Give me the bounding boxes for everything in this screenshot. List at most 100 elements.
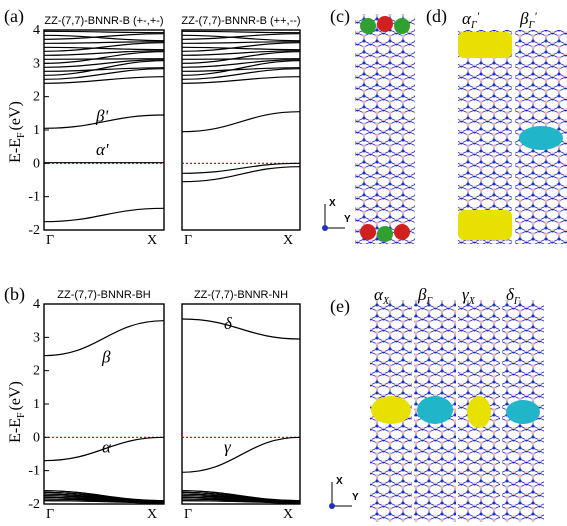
y-tick-label: -2 bbox=[28, 223, 40, 238]
band-curve-dense bbox=[43, 33, 165, 40]
band-curve-dense bbox=[181, 68, 301, 80]
band-annotation: γ bbox=[224, 437, 232, 456]
y-tick-label: 2 bbox=[33, 90, 40, 105]
y-tick-label: 3 bbox=[33, 330, 40, 345]
ribbon-c bbox=[355, 14, 415, 244]
band-curve bbox=[43, 320, 165, 357]
band-curve-dense bbox=[43, 59, 165, 68]
plot-title: ZZ-(7,7)-BNNR-B (+-,+-) bbox=[44, 15, 163, 27]
label-alpha-x: αX bbox=[374, 285, 390, 307]
band-curve-dense bbox=[43, 68, 165, 80]
plot-frame bbox=[43, 303, 165, 505]
svg-text:Y: Y bbox=[344, 214, 351, 225]
band-plot-b-pp: ZZ-(7,7)-BNNR-B (++,--) Γ X bbox=[181, 15, 301, 248]
band-plot-bh: ZZ-(7,7)-BNNR-BH 4 3 2 1 0 -1 -2 Γ Xβ α bbox=[28, 289, 165, 522]
y-tick-label: 0 bbox=[33, 156, 40, 171]
x-tick-label: Γ bbox=[46, 233, 54, 248]
y-tick-label: 4 bbox=[33, 297, 40, 312]
plot-frame bbox=[181, 303, 301, 505]
ribbon-e-alpha bbox=[370, 300, 412, 522]
band-curve bbox=[181, 162, 301, 174]
x-tick-label: Γ bbox=[46, 507, 54, 522]
band-curve-dense bbox=[181, 500, 301, 504]
y-tick-label: 2 bbox=[33, 364, 40, 379]
band-curve bbox=[181, 318, 301, 340]
band-curve bbox=[181, 436, 301, 473]
band-curve-dense bbox=[181, 67, 301, 72]
band-curve-dense bbox=[43, 496, 165, 502]
label-gamma-x: γX bbox=[462, 285, 476, 307]
band-annotation: α' bbox=[96, 140, 109, 159]
svg-text:E-EF(eV): E-EF(eV) bbox=[7, 101, 27, 163]
band-annotation: β bbox=[101, 347, 111, 366]
band-curve-dense bbox=[43, 498, 165, 503]
band-curve-dense bbox=[181, 51, 301, 64]
plot-title: ZZ-(7,7)-BNNR-B (++,--) bbox=[181, 15, 300, 27]
band-annotation: β' bbox=[95, 107, 108, 126]
label-beta-gamma: βΓ bbox=[417, 285, 432, 307]
panel-label-a: (a) bbox=[4, 6, 24, 27]
x-tick-label: X bbox=[147, 507, 157, 522]
y-tick-label: 4 bbox=[33, 23, 40, 38]
panel-label-c: (c) bbox=[330, 6, 350, 27]
y-axis-label-a: E-EF(eV) bbox=[7, 101, 27, 163]
band-curve-dense bbox=[43, 67, 165, 72]
band-annotation: δ bbox=[224, 314, 233, 333]
y-tick-label: -2 bbox=[28, 497, 40, 512]
band-annotation: α bbox=[102, 437, 112, 456]
band-curve-dense bbox=[181, 496, 301, 502]
x-tick-label: Γ bbox=[184, 233, 192, 248]
svg-text:Y: Y bbox=[352, 492, 359, 503]
band-curve-dense bbox=[181, 60, 301, 76]
band-plot-b-pm: ZZ-(7,7)-BNNR-B (+-,+-) 4 3 2 1 0 -1 -2 Γ Xβ' α' bbox=[28, 15, 165, 248]
y-tick-label: -1 bbox=[28, 190, 40, 205]
x-tick-label: X bbox=[147, 233, 157, 248]
plot-title: ZZ-(7,7)-BNNR-NH bbox=[194, 289, 288, 301]
band-curve bbox=[43, 436, 165, 462]
y-tick-label: 1 bbox=[33, 123, 40, 138]
band-curve-dense bbox=[181, 76, 301, 84]
label-delta-gamma: δΓ bbox=[506, 285, 520, 307]
panel-label-e: (e) bbox=[330, 296, 350, 317]
band-curve-dense bbox=[43, 495, 165, 502]
band-curve-dense bbox=[43, 58, 165, 60]
svg-text:X: X bbox=[336, 476, 343, 487]
band-curve bbox=[181, 166, 301, 183]
band-curve-dense bbox=[181, 42, 301, 52]
plot-frame bbox=[181, 29, 301, 231]
band-curve-dense bbox=[43, 34, 165, 42]
panel-label-b: (b) bbox=[4, 284, 25, 305]
band-curve bbox=[181, 111, 301, 133]
band-curve-dense bbox=[43, 50, 165, 56]
band-plot-nh: ZZ-(7,7)-BNNR-NH Γ Xδ γ bbox=[181, 289, 301, 522]
panel-label-d: (d) bbox=[426, 6, 447, 27]
y-axis-label-b: E-EF(eV) bbox=[7, 381, 27, 443]
band-curve-dense bbox=[43, 76, 165, 84]
y-tick-label: -1 bbox=[28, 464, 40, 479]
band-curve-dense bbox=[181, 34, 301, 42]
band-curve-dense bbox=[181, 59, 301, 68]
ribbon-e-gamma bbox=[458, 300, 500, 522]
band-curve-dense bbox=[181, 46, 301, 51]
band-curve-dense bbox=[181, 50, 301, 56]
band-curve-dense bbox=[43, 46, 165, 51]
axis-indicator-bottom: X Y bbox=[329, 476, 359, 509]
svg-text:X: X bbox=[329, 198, 336, 209]
x-tick-label: X bbox=[283, 233, 293, 248]
band-curve-dense bbox=[181, 495, 301, 502]
band-curve-dense bbox=[43, 30, 165, 34]
axis-indicator-top: X Y bbox=[322, 198, 351, 231]
x-tick-label: X bbox=[283, 507, 293, 522]
plot-title: ZZ-(7,7)-BNNR-BH bbox=[57, 289, 151, 301]
label-alpha-gamma-prime: αΓ' bbox=[462, 9, 480, 31]
y-tick-label: 1 bbox=[33, 397, 40, 412]
svg-text:E-EF(eV): E-EF(eV) bbox=[7, 381, 27, 443]
ribbon-e-beta bbox=[414, 300, 456, 522]
band-curve-dense bbox=[181, 30, 301, 34]
band-curve-dense bbox=[181, 498, 301, 503]
band-curve bbox=[43, 114, 165, 129]
band-curve-dense bbox=[181, 33, 301, 40]
y-tick-label: 3 bbox=[33, 56, 40, 71]
